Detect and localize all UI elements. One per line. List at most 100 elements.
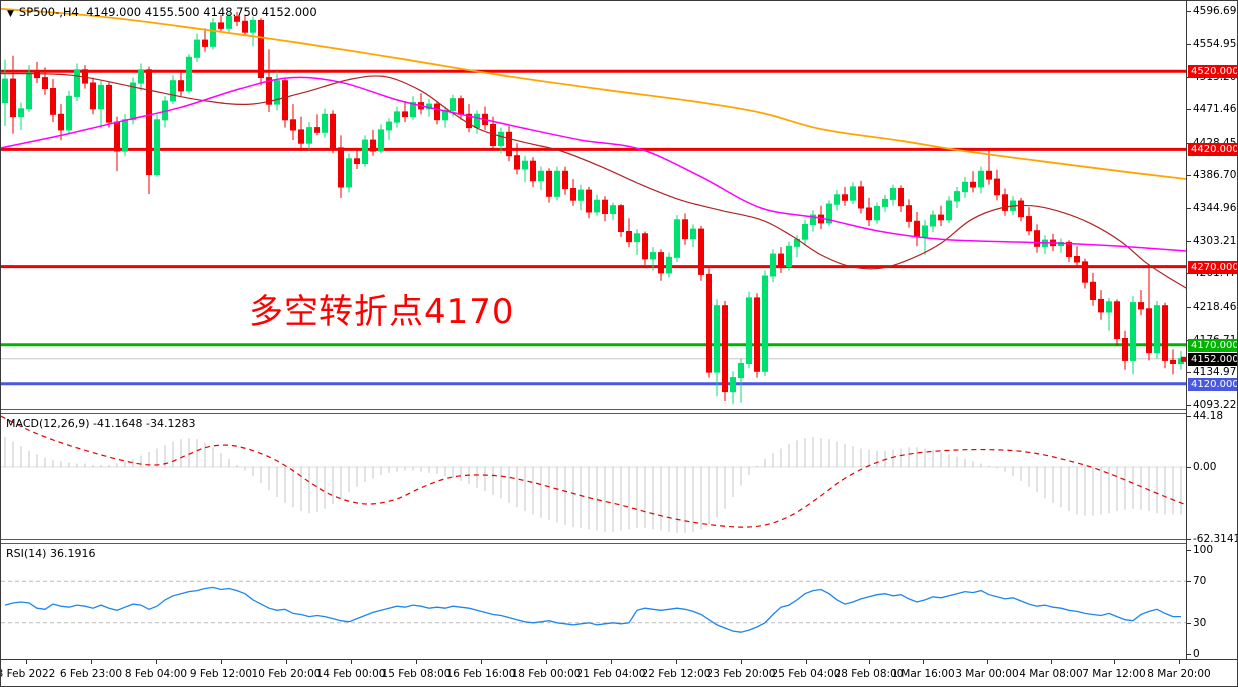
time-tick-label: 4 Mar 08:00 (1019, 668, 1083, 680)
candle-body (194, 39, 200, 58)
candle-body (106, 84, 112, 123)
candle-body (530, 160, 536, 182)
time-tick (286, 660, 287, 664)
candle-body (354, 158, 360, 165)
candle-body (922, 225, 928, 238)
price-level-badge: 4420.000 (1188, 143, 1237, 156)
candle-body (546, 170, 552, 197)
axis-tick (1187, 416, 1191, 417)
axis-tick (1187, 372, 1191, 373)
candle-body (874, 206, 880, 221)
candlestick-chart[interactable] (1, 1, 1187, 409)
candle-body (1170, 359, 1176, 364)
time-tick-label: 15 Feb 08:00 (381, 668, 451, 680)
candle-body (1082, 261, 1088, 283)
panel-separator[interactable] (1, 409, 1237, 414)
candle-body (714, 305, 720, 373)
candle-body (610, 205, 616, 214)
rsi-panel[interactable] (1, 544, 1187, 659)
panel-separator[interactable] (1, 539, 1237, 544)
candle-body (394, 111, 400, 123)
time-tick (156, 660, 157, 664)
price-tick-label: 4386.705 (1193, 169, 1237, 181)
candle-body (146, 69, 152, 175)
candle-body (306, 127, 312, 144)
macd-chart (1, 415, 1187, 533)
candle-body (810, 214, 816, 226)
candle-body (1138, 302, 1144, 310)
price-level-badge: 4270.000 (1188, 261, 1237, 274)
time-axis[interactable]: 3 Feb 2022 6 Feb 23:00 8 Feb 04:00 9 Feb 12… (0, 659, 1237, 686)
candle-body (402, 111, 408, 118)
candle-body (1106, 301, 1112, 313)
axis-tick (1187, 307, 1191, 308)
candle-body (42, 77, 48, 89)
candle-body (290, 119, 296, 131)
candle-body (1114, 301, 1120, 339)
candle-body (826, 203, 832, 224)
candle-body (722, 305, 728, 393)
time-tick (869, 660, 870, 664)
candle-body (834, 194, 840, 205)
candle-body (234, 16, 240, 22)
main-chart-panel[interactable] (1, 1, 1187, 409)
candle-body (650, 252, 656, 260)
rsi-scale-label: 70 (1193, 575, 1207, 587)
candle-body (474, 113, 480, 129)
candle-body (842, 194, 848, 201)
candle-body (1026, 216, 1032, 232)
candle-body (962, 181, 968, 193)
time-tick-label: 14 Feb 00:00 (316, 668, 386, 680)
time-tick (1114, 660, 1115, 664)
axis-tick (1187, 208, 1191, 209)
time-tick-label: 22 Feb 12:00 (641, 668, 711, 680)
candle-body (906, 205, 912, 222)
candle-body (1162, 305, 1168, 361)
time-tick (741, 660, 742, 664)
candle-body (250, 20, 256, 33)
time-tick (611, 660, 612, 664)
macd-scale-label: 0.00 (1193, 461, 1217, 473)
candle-body (50, 88, 56, 115)
candle-body (458, 98, 464, 115)
time-tick-label: 7 Mar 12:00 (1082, 668, 1146, 680)
time-tick-label: 25 Feb 04:00 (771, 668, 841, 680)
candle-body (274, 80, 280, 105)
chart-header: ▼ SP500-,H4 4149.000 4155.500 4148.750 41… (7, 5, 317, 19)
price-level-badge: 4170.000 (1188, 339, 1237, 352)
time-tick-label: 8 Mar 20:00 (1147, 668, 1211, 680)
candle-body (466, 113, 472, 129)
candle-body (386, 121, 392, 131)
price-axis[interactable]: 4596.6954554.9504513.2054471.4604428.450… (1186, 1, 1237, 660)
candle-body (594, 199, 600, 213)
candle-body (1122, 338, 1128, 361)
time-tick (416, 660, 417, 664)
time-tick-label: 3 Mar 00:00 (955, 668, 1019, 680)
candle-body (1154, 305, 1160, 354)
candle-body (866, 207, 872, 221)
candle-body (330, 113, 336, 149)
current-price-badge: 4152.000 (1188, 353, 1237, 366)
candle-body (786, 245, 792, 268)
candle-body (538, 170, 544, 182)
time-tick-label: 21 Feb 04:00 (576, 668, 646, 680)
candle-body (362, 139, 368, 165)
candle-body (762, 275, 768, 372)
axis-tick (1187, 44, 1191, 45)
macd-panel[interactable] (1, 414, 1187, 539)
candle-body (1002, 194, 1008, 211)
candle-body (338, 147, 344, 188)
price-level-badge: 4520.000 (1188, 65, 1237, 78)
candle-body (242, 20, 248, 33)
candle-body (626, 231, 632, 243)
candle-body (642, 233, 648, 260)
axis-tick (1187, 405, 1191, 406)
candle-body (770, 253, 776, 277)
time-tick-label: 3 Feb 2022 (0, 668, 56, 680)
price-tick-label: 4218.460 (1193, 301, 1237, 313)
chevron-down-icon[interactable]: ▼ (7, 9, 14, 19)
candle-body (138, 69, 144, 84)
candle-body (986, 170, 992, 180)
time-tick (676, 660, 677, 664)
ma-slow-darkred-line (1, 72, 1187, 290)
